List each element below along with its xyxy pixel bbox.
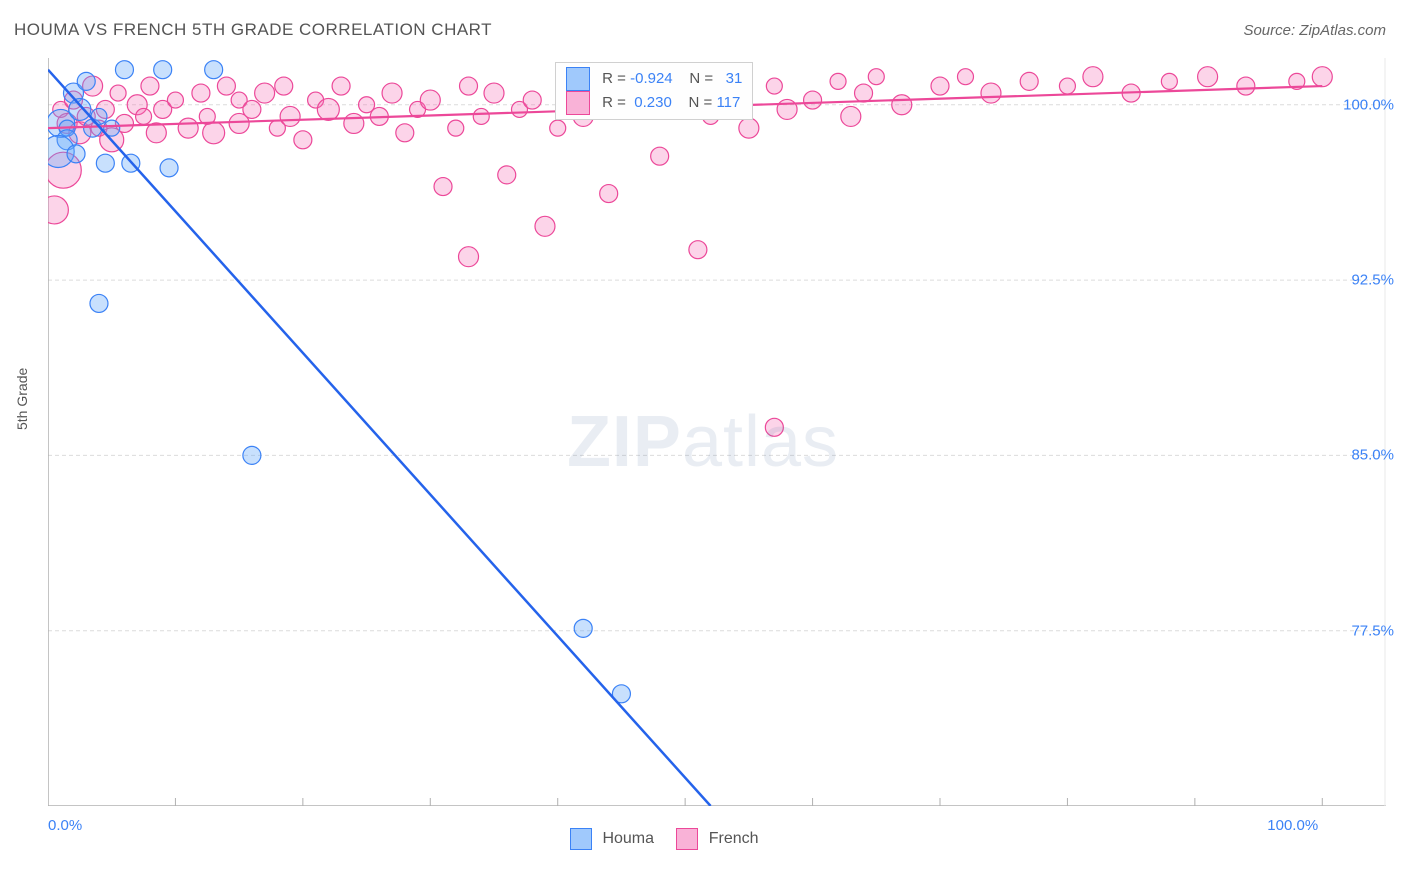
x-tick-label: 0.0% [48, 817, 82, 834]
y-tick-label: 92.5% [1351, 272, 1394, 289]
y-axis-label: 5th Grade [14, 368, 30, 430]
french-n-value: 117 [716, 94, 740, 111]
correlation-legend: R = -0.924 N = 31 R = 0.230 N = 117 [555, 62, 753, 120]
houma-n-value: 31 [726, 70, 743, 87]
r-label: R = [602, 94, 626, 111]
series-legend: Houma French [570, 828, 759, 850]
x-tick-label: 100.0% [1267, 817, 1318, 834]
source-attribution: Source: ZipAtlas.com [1243, 22, 1386, 39]
houma-r-value: -0.924 [630, 70, 673, 87]
y-tick-label: 85.0% [1351, 447, 1394, 464]
legend-french-label: French [709, 830, 759, 847]
n-label: N = [689, 70, 713, 87]
french-r-value: 0.230 [634, 94, 672, 111]
r-label: R = [602, 70, 626, 87]
swatch-french-icon [566, 91, 590, 115]
swatch-french-icon [676, 828, 698, 850]
y-tick-label: 100.0% [1343, 96, 1394, 113]
swatch-houma-icon [570, 828, 592, 850]
n-label: N = [689, 94, 713, 111]
legend-houma-label: Houma [602, 830, 654, 847]
chart-container: HOUMA VS FRENCH 5TH GRADE CORRELATION CH… [0, 0, 1406, 892]
chart-title: HOUMA VS FRENCH 5TH GRADE CORRELATION CH… [14, 20, 492, 40]
y-tick-label: 77.5% [1351, 622, 1394, 639]
scatter-plot [48, 58, 1386, 806]
legend-row-houma: R = -0.924 N = 31 [566, 67, 742, 91]
legend-row-french: R = 0.230 N = 117 [566, 91, 742, 115]
swatch-houma-icon [566, 67, 590, 91]
